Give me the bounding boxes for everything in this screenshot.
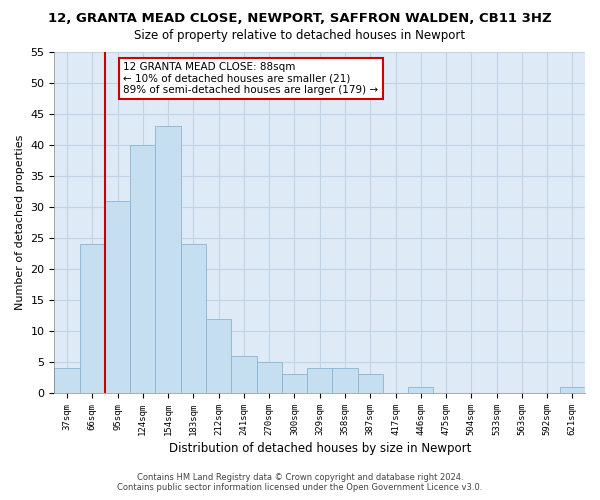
Bar: [130, 144, 155, 393]
X-axis label: Distribution of detached houses by size in Newport: Distribution of detached houses by size …: [169, 442, 471, 455]
Bar: [332, 368, 358, 393]
Text: Contains HM Land Registry data © Crown copyright and database right 2024.
Contai: Contains HM Land Registry data © Crown c…: [118, 473, 482, 492]
Bar: [257, 362, 282, 393]
Bar: [231, 356, 257, 393]
Bar: [560, 387, 585, 393]
Bar: [181, 244, 206, 393]
Y-axis label: Number of detached properties: Number of detached properties: [15, 134, 25, 310]
Bar: [206, 318, 231, 393]
Text: Size of property relative to detached houses in Newport: Size of property relative to detached ho…: [134, 28, 466, 42]
Bar: [282, 374, 307, 393]
Bar: [105, 200, 130, 393]
Bar: [358, 374, 383, 393]
Text: 12 GRANTA MEAD CLOSE: 88sqm
← 10% of detached houses are smaller (21)
89% of sem: 12 GRANTA MEAD CLOSE: 88sqm ← 10% of det…: [124, 62, 379, 95]
Bar: [307, 368, 332, 393]
Bar: [80, 244, 105, 393]
Text: 12, GRANTA MEAD CLOSE, NEWPORT, SAFFRON WALDEN, CB11 3HZ: 12, GRANTA MEAD CLOSE, NEWPORT, SAFFRON …: [48, 12, 552, 26]
Bar: [155, 126, 181, 393]
Bar: [408, 387, 433, 393]
Bar: [55, 368, 80, 393]
